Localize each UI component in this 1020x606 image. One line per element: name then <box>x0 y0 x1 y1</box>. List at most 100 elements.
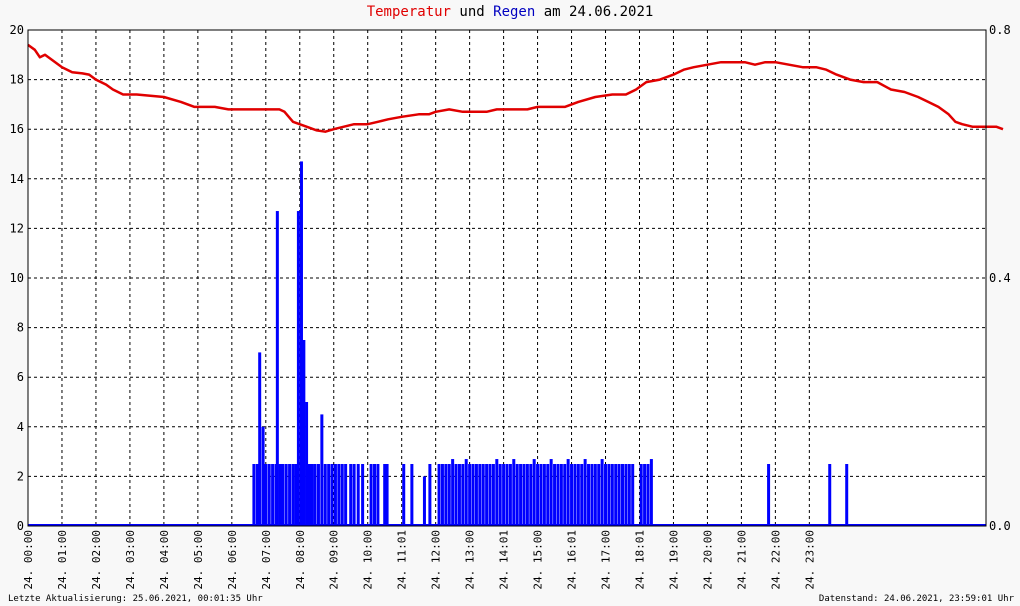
y-left-tick-label: 16 <box>10 122 24 136</box>
rain-bar <box>649 459 653 526</box>
rain-bar <box>646 464 650 526</box>
rain-bar <box>614 464 618 526</box>
rain-bar <box>361 464 365 526</box>
y-left-tick-label: 18 <box>10 73 24 87</box>
x-tick-label: 24. 04:00 <box>158 530 171 590</box>
rain-bar <box>383 464 387 526</box>
x-tick-label: 24. 21:00 <box>735 530 748 590</box>
rain-bar <box>580 464 584 526</box>
plot-border <box>27 29 987 527</box>
rain-bar <box>333 464 337 526</box>
rain-bar <box>451 459 455 526</box>
rain-bar <box>600 459 604 526</box>
x-tick-label: 24. 12:00 <box>430 530 443 590</box>
rain-bar <box>267 464 271 526</box>
rain-bar <box>474 464 478 526</box>
rain-bar <box>352 464 356 526</box>
rain-bar <box>587 464 591 526</box>
rain-bar <box>553 464 557 526</box>
rain-bar <box>546 464 550 526</box>
x-tick-label: 24. 01:00 <box>56 530 69 590</box>
temperature-line <box>27 43 1004 133</box>
rain-bar <box>323 464 327 526</box>
rain-bar <box>310 464 314 526</box>
rain-bar <box>437 464 441 526</box>
rain-bar <box>428 464 432 526</box>
rain-bar <box>529 464 533 526</box>
rain-bar <box>313 464 317 526</box>
rain-bar <box>294 464 298 526</box>
footer-last-update: Letzte Aktualisierung: 25.06.2021, 00:01… <box>8 594 263 604</box>
x-tick-label: 24. 10:00 <box>362 530 375 590</box>
rain-bar <box>845 464 849 526</box>
rain-bar <box>369 464 373 526</box>
rain-bar <box>515 464 519 526</box>
x-tick-label: 24. 09:00 <box>328 530 341 590</box>
rain-bar <box>828 464 832 526</box>
rain-bar <box>299 161 303 526</box>
rain-bar <box>573 464 577 526</box>
rain-bar <box>481 464 485 526</box>
rain-series <box>252 161 849 527</box>
rain-bar <box>508 464 512 526</box>
rain-bar <box>252 464 256 526</box>
rain-bar <box>519 464 523 526</box>
rain-bar <box>305 402 309 526</box>
rain-bar <box>468 464 472 526</box>
rain-bar <box>556 464 560 526</box>
rain-bar <box>261 426 265 526</box>
x-tick-label: 24. 11:01 <box>396 530 409 590</box>
y-right-tick-label: 0.8 <box>989 23 1011 37</box>
x-tick-label: 24. 07:00 <box>260 530 273 590</box>
rain-bar <box>330 464 334 526</box>
rain-bar <box>536 464 540 526</box>
rain-bar <box>505 464 509 526</box>
x-tick-label: 24. 22:00 <box>769 530 782 590</box>
x-tick-label: 24. 19:00 <box>667 530 680 590</box>
rain-bar <box>502 464 506 526</box>
x-tick-label: 24. 15:00 <box>532 530 545 590</box>
x-tick-label: 24. 03:00 <box>124 530 137 590</box>
rain-bar <box>316 464 320 526</box>
x-tick-label: 24. 02:00 <box>90 530 103 590</box>
rain-bar <box>344 464 348 526</box>
rain-bar <box>356 464 360 526</box>
rain-bar <box>478 464 482 526</box>
rain-bar <box>258 352 262 526</box>
y-left-tick-label: 10 <box>10 271 24 285</box>
rain-bar <box>440 464 444 526</box>
y-left-tick-label: 8 <box>17 321 24 335</box>
rain-bar <box>491 464 495 526</box>
rain-bar <box>457 464 461 526</box>
rain-bar <box>488 464 492 526</box>
rain-bar <box>284 464 288 526</box>
rain-bar <box>607 464 611 526</box>
y-right-tick-label: 0.0 <box>989 519 1011 533</box>
rain-bar <box>461 464 465 526</box>
x-tick-label: 24. 16:01 <box>566 530 579 590</box>
rain-bar <box>307 464 311 526</box>
x-tick-label: 24. 23:00 <box>803 530 816 590</box>
rain-bar <box>593 464 597 526</box>
rain-bar <box>525 464 529 526</box>
rain-bar <box>639 464 643 526</box>
rain-bar <box>444 464 448 526</box>
rain-bar <box>610 464 614 526</box>
rain-bar <box>631 464 635 526</box>
rain-bar <box>271 464 275 526</box>
title-rain: Regen <box>493 4 536 20</box>
rain-bar <box>471 464 475 526</box>
rain-bar <box>385 464 389 526</box>
rain-bar <box>288 464 292 526</box>
rain-bar <box>337 464 341 526</box>
rain-bar <box>402 464 406 526</box>
rain-bar <box>422 476 426 526</box>
y-left-tick-label: 0 <box>17 519 24 533</box>
rain-bar <box>539 464 543 526</box>
y-left-tick-label: 2 <box>17 469 24 483</box>
rain-bar <box>590 464 594 526</box>
rain-bar <box>570 464 574 526</box>
rain-bar <box>542 464 546 526</box>
rain-bar <box>447 464 451 526</box>
